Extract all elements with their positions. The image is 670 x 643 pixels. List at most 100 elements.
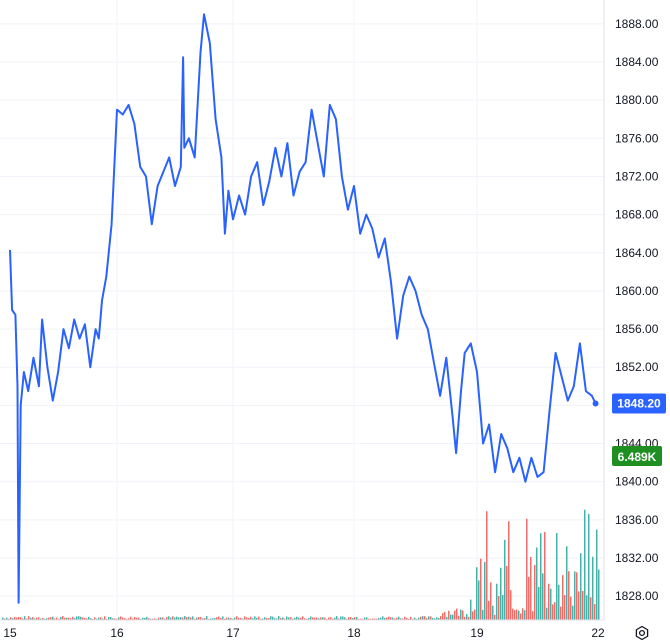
y-tick-label: 1832.00	[615, 551, 659, 565]
volume-bar	[580, 553, 582, 620]
volume-bar	[450, 614, 452, 620]
volume-bar	[312, 617, 314, 620]
volume-bar	[506, 565, 508, 620]
volume-bar	[114, 618, 116, 620]
volume-bar	[46, 618, 48, 620]
volume-bar	[18, 616, 20, 620]
volume-bar	[112, 618, 114, 620]
volume-bar	[174, 617, 176, 620]
volume-bar	[128, 618, 130, 620]
volume-bar	[350, 617, 352, 620]
volume-bar	[554, 602, 556, 620]
volume-bar	[14, 617, 16, 620]
volume-bar	[278, 616, 280, 620]
volume-bar	[378, 618, 380, 620]
volume-bar	[476, 567, 478, 620]
time-axis[interactable]: 15 16 17 18 19 22	[3, 626, 605, 640]
volume-bar	[140, 618, 142, 620]
volume-bar	[424, 616, 426, 620]
volume-bar	[188, 616, 190, 620]
volume-bar	[324, 617, 326, 620]
volume-bar	[406, 617, 408, 620]
volume-bar	[504, 539, 506, 620]
volume-bar	[142, 617, 144, 620]
volume-bar	[522, 608, 524, 620]
volume-bar	[434, 618, 436, 620]
volume-bar	[118, 617, 120, 620]
volume-bar	[298, 617, 300, 620]
volume-bar	[520, 613, 522, 620]
volume-bar	[248, 617, 250, 620]
volume-bar	[146, 616, 148, 620]
y-tick-label: 1840.00	[615, 475, 659, 489]
volume-bar	[338, 618, 340, 620]
volume-bar	[404, 616, 406, 620]
volume-bar	[270, 616, 272, 620]
volume-badge: 6.489K	[612, 446, 662, 466]
volume-bar	[12, 618, 14, 620]
volume-bar	[374, 618, 376, 620]
volume-bar	[198, 617, 200, 620]
volume-bar	[308, 617, 310, 620]
x-tick-label: 18	[347, 626, 361, 640]
volume-bar	[242, 618, 244, 620]
last-price-badge: 1848.20	[612, 393, 666, 414]
volume-bar	[538, 586, 540, 620]
volume-bar	[194, 618, 196, 620]
volume-bar	[76, 616, 78, 620]
volume-bar	[88, 616, 90, 620]
volume-bar	[418, 617, 420, 620]
volume-bar	[6, 617, 8, 620]
volume-bar	[592, 556, 594, 620]
volume-bar	[102, 618, 104, 620]
volume-bar	[136, 617, 138, 620]
volume-bar	[456, 608, 458, 620]
volume-bar	[330, 617, 332, 620]
volume-bar	[496, 583, 498, 620]
volume-histogram	[2, 509, 600, 620]
volume-bar	[170, 617, 172, 620]
volume-bar	[360, 618, 362, 620]
volume-bar	[322, 617, 324, 620]
volume-bar	[510, 590, 512, 620]
volume-bar	[190, 617, 192, 620]
volume-bar	[588, 513, 590, 620]
volume-bar	[80, 616, 82, 620]
volume-bar	[292, 618, 294, 620]
volume-bar	[358, 618, 360, 620]
x-tick-label: 22	[591, 626, 605, 640]
volume-bar	[454, 610, 456, 620]
volume-bar	[548, 583, 550, 620]
volume-bar	[332, 618, 334, 620]
volume-bar	[70, 618, 72, 620]
volume-bar	[492, 605, 494, 620]
x-tick-label: 19	[470, 626, 484, 640]
volume-bar	[396, 617, 398, 620]
volume-bar	[598, 569, 600, 620]
price-series	[9, 13, 599, 604]
volume-bar	[52, 616, 54, 620]
volume-bar	[86, 618, 88, 620]
volume-bar	[438, 617, 440, 620]
volume-bar	[74, 618, 76, 620]
volume-bar	[158, 617, 160, 620]
volume-bar	[218, 616, 220, 620]
volume-bar	[382, 616, 384, 620]
volume-bar	[380, 617, 382, 620]
volume-bar	[574, 571, 576, 620]
volume-bar	[508, 521, 510, 620]
volume-bar	[230, 618, 232, 620]
volume-bar	[274, 618, 276, 620]
volume-bar	[64, 617, 66, 620]
volume-bar	[210, 618, 212, 620]
volume-bar	[236, 616, 238, 620]
price-axis[interactable]: 1828.001832.001836.001840.001844.001848.…	[615, 17, 659, 603]
volume-bar	[402, 618, 404, 620]
volume-bar	[390, 617, 392, 620]
volume-bar	[244, 616, 246, 620]
volume-bar	[590, 597, 592, 620]
settings-gear-icon[interactable]	[632, 623, 652, 643]
volume-bar	[66, 617, 68, 620]
volume-bar	[536, 547, 538, 620]
